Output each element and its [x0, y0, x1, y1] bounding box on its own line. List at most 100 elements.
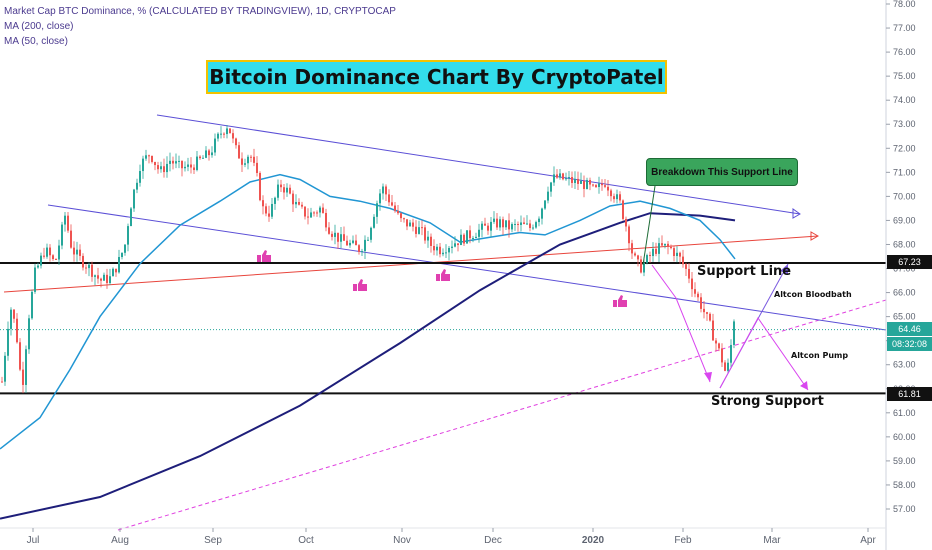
candle-body — [88, 264, 90, 269]
candle-body — [511, 224, 513, 230]
candle-body — [418, 227, 420, 234]
candle-body — [196, 156, 198, 171]
chart-legend: Market Cap BTC Dominance, % (CALCULATED … — [4, 4, 396, 49]
thumbs-up-icon — [257, 250, 271, 262]
trend-lines — [3, 114, 887, 531]
candle-body — [259, 172, 261, 201]
candle-body — [442, 252, 444, 255]
candle-body — [622, 200, 624, 219]
candle-body — [178, 160, 180, 162]
candle-body — [601, 183, 603, 186]
candle-body — [625, 218, 627, 227]
candle-body — [289, 187, 291, 194]
candle-body — [304, 206, 306, 217]
candle-body — [307, 216, 309, 218]
candle-body — [679, 252, 681, 257]
candle-body — [532, 227, 534, 229]
candle-body — [280, 184, 282, 188]
candle-body — [208, 150, 210, 156]
candle-body — [724, 362, 726, 371]
candle-body — [55, 258, 57, 260]
time-axis: Jul Aug Sep Oct Nov Dec 2020 Feb Mar Apr — [0, 527, 886, 546]
candle-body — [319, 207, 321, 213]
candle-body — [430, 236, 432, 246]
candle-body — [193, 167, 195, 171]
candle-body — [712, 320, 714, 341]
candle-body — [505, 220, 507, 228]
candle-body — [637, 255, 639, 260]
candle-body — [214, 138, 216, 153]
candle-body — [628, 226, 630, 244]
x-tick-label: Sep — [204, 535, 222, 546]
candle-body — [325, 212, 327, 228]
x-tick-label: Aug — [111, 535, 129, 546]
projection-arrows — [642, 185, 809, 391]
candle-body — [157, 165, 159, 170]
candle-body — [82, 255, 84, 268]
candle-body — [322, 207, 324, 213]
candle-body — [352, 240, 354, 243]
candle-body — [268, 213, 270, 217]
candle-body — [142, 158, 144, 172]
candle-body — [571, 177, 573, 183]
candle-body — [427, 236, 429, 241]
candle-body — [130, 208, 132, 227]
candle-body — [454, 243, 456, 247]
path-pump-arrow — [719, 317, 809, 391]
candle-body — [463, 234, 465, 244]
candle-body — [553, 174, 555, 183]
candle-body — [604, 185, 606, 187]
candle-body — [469, 230, 471, 239]
candle-body — [43, 255, 45, 257]
candle-body — [388, 194, 390, 203]
candle-body — [370, 227, 372, 240]
candle-body — [220, 133, 222, 135]
candle-body — [235, 138, 237, 146]
candle-body — [181, 160, 183, 169]
candle-body — [49, 247, 51, 256]
candle-body — [487, 225, 489, 231]
candle-body — [577, 178, 579, 184]
candle-body — [484, 223, 486, 226]
y-tick-label: 72.00 — [893, 143, 916, 153]
candle-body — [676, 252, 678, 257]
candle-body — [721, 348, 723, 363]
candle-body — [685, 264, 687, 269]
candle-body — [514, 223, 516, 225]
candle-body — [244, 163, 246, 165]
path-down-arrow — [651, 264, 711, 383]
candle-body — [169, 160, 171, 164]
candle-body — [373, 216, 375, 228]
candle-body — [349, 242, 351, 246]
candle-body — [64, 215, 66, 225]
candle-body — [238, 145, 240, 159]
candle-body — [310, 212, 312, 218]
candle-body — [529, 223, 531, 229]
candle-body — [691, 278, 693, 290]
candle-body — [145, 155, 147, 159]
candle-body — [397, 210, 399, 214]
candle-body — [496, 218, 498, 228]
candle-body — [1, 381, 3, 383]
candle-body — [19, 342, 21, 370]
candle-body — [424, 227, 426, 241]
candle-body — [643, 262, 645, 273]
rising-red-trendline — [3, 235, 819, 293]
y-tick-label: 70.00 — [893, 191, 916, 201]
candle-body — [661, 243, 663, 246]
candle-body — [247, 156, 249, 164]
y-tick-label: 73.00 — [893, 119, 916, 129]
price-axis-bg — [886, 0, 932, 550]
candle-body — [547, 191, 549, 201]
candle-body — [646, 255, 648, 263]
candle-body — [70, 230, 72, 248]
candle-body — [103, 274, 105, 281]
candle-body — [439, 246, 441, 255]
candle-body — [391, 202, 393, 206]
candle-body — [592, 184, 594, 186]
x-tick-label: Oct — [298, 535, 314, 546]
candle-body — [709, 313, 711, 321]
candle-body — [367, 239, 369, 241]
candle-body — [631, 243, 633, 254]
candle-body — [121, 252, 123, 257]
